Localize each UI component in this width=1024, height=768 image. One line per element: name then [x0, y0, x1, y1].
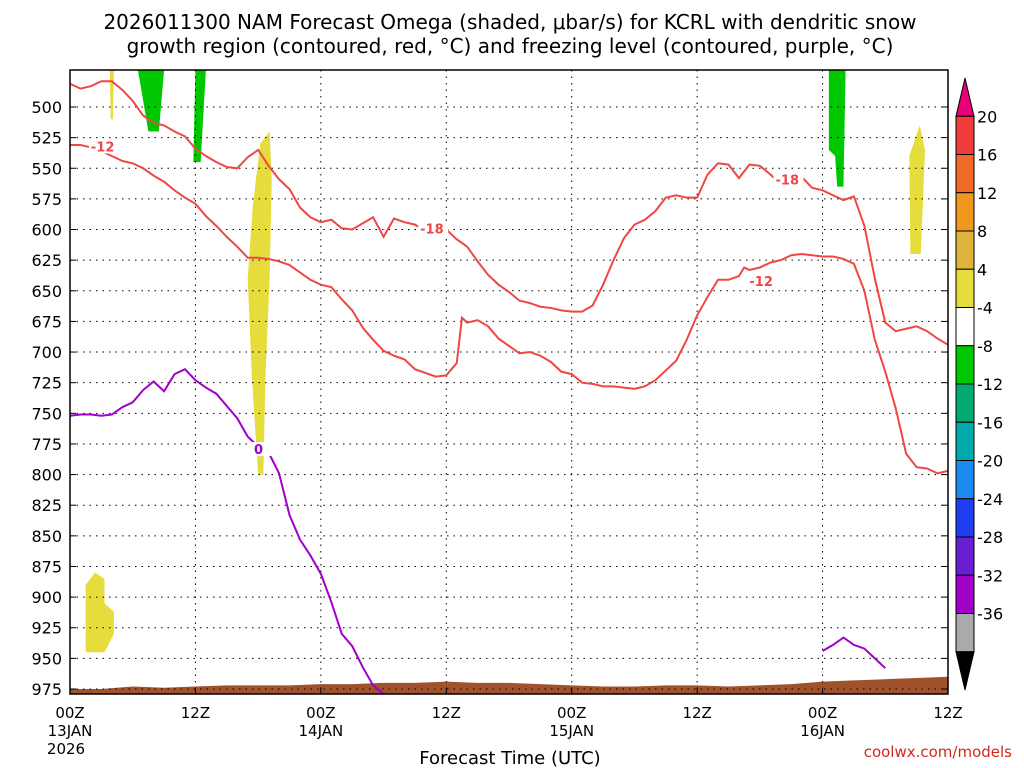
- omega-region-1: [193, 70, 206, 163]
- colorbar-swatch-10: [955, 460, 975, 500]
- colorbar-swatch-7: [955, 345, 975, 385]
- colorbar-swatch-8: [955, 383, 975, 423]
- plot-frame: [69, 69, 949, 695]
- y-tick-label-825: 825: [31, 496, 62, 515]
- colorbar-label-9: -20: [977, 452, 1003, 471]
- y-tick-label-775: 775: [31, 435, 62, 454]
- omega-region-0: [137, 70, 165, 132]
- y-tick-label-600: 600: [31, 221, 62, 240]
- y-tick-label-675: 675: [31, 312, 62, 331]
- colorbar-bottom-arrow: [955, 651, 975, 691]
- contour-label-1: -12: [749, 275, 773, 290]
- contour-label-bg-3: [773, 172, 804, 187]
- x-tick-label-12: 12Z: [181, 704, 210, 722]
- colorbar-swatch-14: [955, 613, 975, 653]
- omega-region-4: [247, 131, 272, 475]
- x-tick-label-24: 00Z: [306, 704, 335, 722]
- chart-title-line-2: growth region (contoured, red, °C) and f…: [127, 34, 894, 58]
- y-tick-label-750: 750: [31, 404, 62, 423]
- contour-label-bg-4: [251, 442, 282, 457]
- colorbar-label-5: -4: [977, 299, 993, 318]
- omega-shaded-layer: [85, 70, 926, 653]
- colorbar-label-10: -24: [977, 490, 1003, 509]
- colorbar-swatch-1: [955, 115, 975, 155]
- colorbar-label-0: 20: [977, 107, 997, 126]
- terrain-fill: [70, 676, 948, 694]
- contour-label-bg-0: [88, 139, 119, 154]
- credit-text: coolwx.com/models: [864, 743, 1012, 761]
- colorbar-swatch-6: [955, 307, 975, 347]
- colorbar-top-arrow: [955, 77, 975, 117]
- omega-region-5: [909, 125, 926, 255]
- y-tick-label-850: 850: [31, 527, 62, 546]
- colorbar-swatch-5: [955, 268, 975, 308]
- colorbar-label-6: -8: [977, 337, 993, 356]
- x-tick-label-36: 12Z: [432, 704, 461, 722]
- colorbar-swatch-3: [955, 192, 975, 232]
- colorbar-label-7: -12: [977, 375, 1003, 394]
- chart-title-line-1: 2026011300 NAM Forecast Omega (shaded, μ…: [103, 10, 916, 34]
- omega-region-2: [828, 70, 846, 187]
- colorbar-label-11: -28: [977, 528, 1003, 547]
- x-tick-label-48: 00Z: [557, 704, 586, 722]
- x-tick-date-24: 14JAN: [298, 722, 343, 740]
- colorbar-label-12: -32: [977, 566, 1003, 585]
- x-axis-label: Forecast Time (UTC): [419, 748, 600, 768]
- colorbar-swatch-12: [955, 536, 975, 576]
- x-tick-label-84: 12Z: [933, 704, 962, 722]
- colorbar-label-1: 16: [977, 146, 997, 165]
- colorbar-label-2: 12: [977, 184, 997, 203]
- contour-line-0: [70, 143, 949, 475]
- y-axis-ticks: 500 525 550 575 600 625 650 675 700 725 750 775 800 8…: [31, 98, 948, 699]
- colorbar-label-13: -36: [977, 605, 1003, 624]
- contour-label-bg-2: [418, 221, 449, 236]
- contour-label-2: -18: [420, 223, 444, 238]
- x-tick-label-60: 12Z: [682, 704, 711, 722]
- colorbar-swatch-9: [955, 421, 975, 461]
- y-tick-label-575: 575: [31, 190, 62, 209]
- colorbar-label-8: -16: [977, 413, 1003, 432]
- x-tick-date-0: 13JAN: [48, 722, 93, 740]
- y-tick-label-725: 725: [31, 374, 62, 393]
- y-tick-label-525: 525: [31, 129, 62, 148]
- colorbar-swatch-4: [955, 230, 975, 270]
- y-tick-label-500: 500: [31, 98, 62, 117]
- colorbar-label-4: 4: [977, 260, 987, 279]
- omega-region-3: [109, 70, 114, 120]
- contour-label-bg-1: [747, 274, 778, 289]
- x-tick-date-48: 15JAN: [549, 722, 594, 740]
- contour-label-3: -18: [776, 174, 800, 189]
- y-tick-label-900: 900: [31, 588, 62, 607]
- colorbar: 20 16 12 8 4 -4 -8 -12 -16 -20 -24 -28 -32 -36: [955, 77, 1003, 691]
- contour-label-4: 0: [254, 443, 263, 458]
- grid-lines: [70, 70, 948, 694]
- x-tick-year-0: 2026: [47, 740, 85, 758]
- y-tick-label-700: 700: [31, 343, 62, 362]
- colorbar-swatch-2: [955, 154, 975, 194]
- x-tick-label-72: 00Z: [808, 704, 837, 722]
- colorbar-swatch-11: [955, 498, 975, 538]
- y-tick-label-625: 625: [31, 251, 62, 270]
- y-tick-label-550: 550: [31, 159, 62, 178]
- contour-line-3: [822, 636, 886, 669]
- y-tick-label-650: 650: [31, 282, 62, 301]
- y-tick-label-950: 950: [31, 649, 62, 668]
- y-tick-label-875: 875: [31, 557, 62, 576]
- y-tick-label-925: 925: [31, 619, 62, 638]
- y-tick-label-975: 975: [31, 680, 62, 699]
- omega-region-6: [85, 572, 114, 653]
- colorbar-label-3: 8: [977, 222, 987, 241]
- x-tick-label-0: 00Z: [55, 704, 84, 722]
- x-tick-date-72: 16JAN: [800, 722, 845, 740]
- contour-layer: -12 -12 -18 -18 0: [69, 80, 949, 695]
- contour-label-0: -12: [91, 140, 115, 155]
- contour-line-2: [69, 367, 385, 695]
- terrain-area: [70, 676, 948, 694]
- colorbar-swatch-13: [955, 574, 975, 614]
- y-tick-label-800: 800: [31, 466, 62, 485]
